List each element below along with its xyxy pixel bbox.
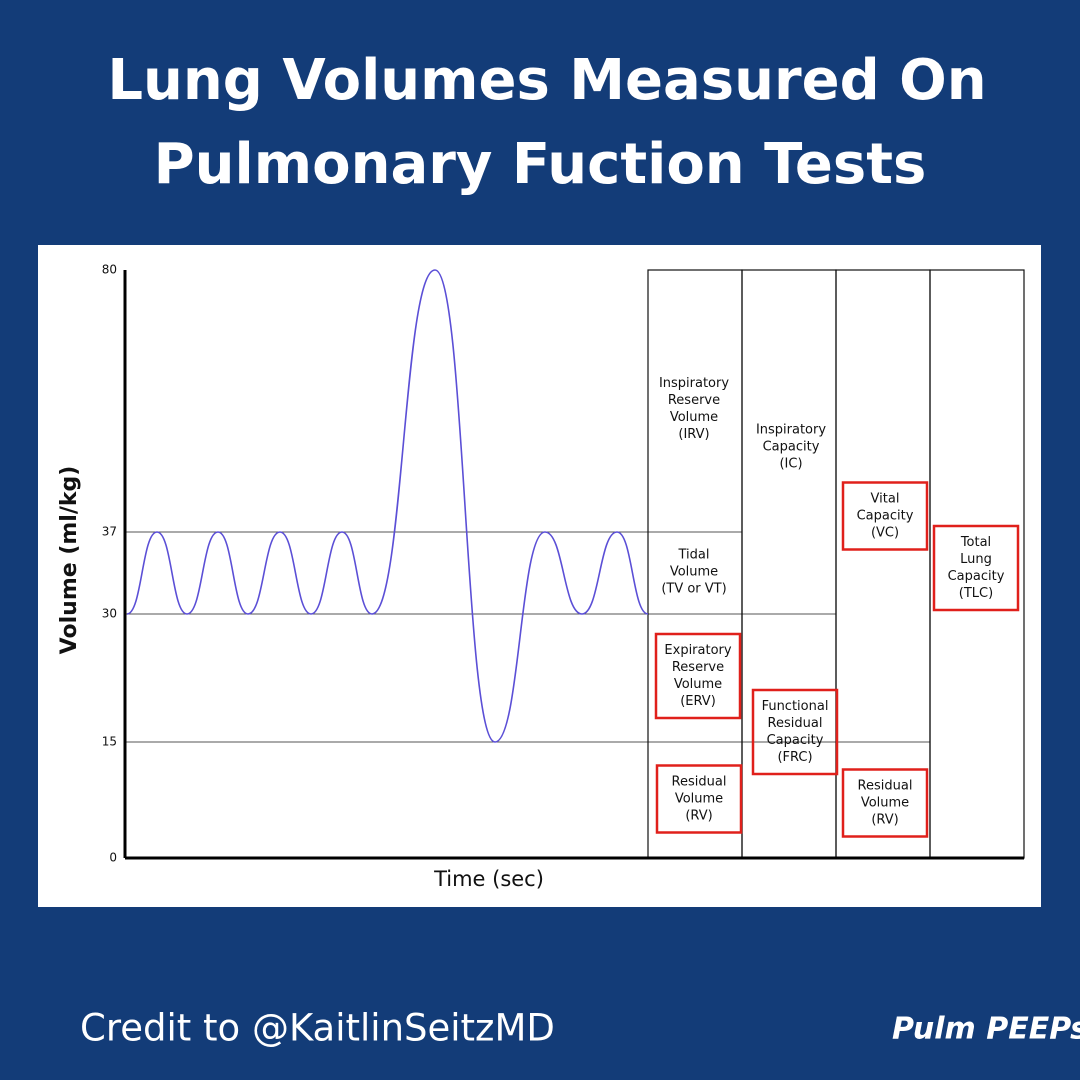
title-line: Pulmonary Fuction Tests xyxy=(154,132,927,197)
logo: Pulm PEEPs xyxy=(892,1012,1080,1047)
annotation-text: (FRC) xyxy=(777,750,812,765)
y-tick-label: 37 xyxy=(102,525,117,539)
annotation-text: Volume xyxy=(670,410,718,425)
annotation-text: (VC) xyxy=(871,526,899,541)
annotation-text: Functional xyxy=(762,699,829,714)
y-tick-label: 15 xyxy=(102,735,117,749)
annotation-text: Reserve xyxy=(672,660,724,675)
annotation-text: (IRV) xyxy=(678,427,709,442)
annotation-text: (ERV) xyxy=(680,694,716,709)
annotation-text: Reserve xyxy=(668,393,720,408)
annotation-box xyxy=(841,481,929,551)
annotation-text: Tidal xyxy=(678,548,710,563)
annotation-text: Total xyxy=(960,535,991,550)
annotation-box xyxy=(932,524,1020,612)
annotation-text: Inspiratory xyxy=(659,376,729,391)
annotation-text: Residual xyxy=(768,716,823,731)
annotation-text: Capacity xyxy=(948,569,1005,584)
annotation-text: Capacity xyxy=(763,440,820,455)
annotation-text: Residual xyxy=(858,779,913,794)
y-axis-label: Volume (ml/kg) xyxy=(57,466,82,655)
volume-line xyxy=(126,269,649,743)
annotation-text: Volume xyxy=(674,677,722,692)
annotation-text: Vital xyxy=(871,492,900,507)
annotation-box xyxy=(655,764,743,834)
annotation-text: (RV) xyxy=(871,813,898,828)
annotation-text: Residual xyxy=(672,775,727,790)
annotation-text: Capacity xyxy=(767,733,824,748)
y-tick-label: 0 xyxy=(109,851,117,865)
annotation-text: Capacity xyxy=(857,509,914,524)
annotation-box xyxy=(841,768,929,838)
chart: 0 15 30 37 80 Volume (ml/kg) Time (sec) Inspira… xyxy=(57,263,1025,891)
x-axis-label: Time (sec) xyxy=(433,867,544,891)
annotation-text: Expiratory xyxy=(664,643,731,658)
credit: Credit to @KaitlinSeitzMD xyxy=(80,1007,555,1050)
annotation-text: Lung xyxy=(960,552,992,567)
y-tick-label: 80 xyxy=(102,263,117,277)
annotation-box xyxy=(654,632,742,720)
y-tick-label: 30 xyxy=(102,607,117,621)
chart-panel xyxy=(38,245,1041,907)
annotation-text: Volume xyxy=(861,796,909,811)
annotation-text: (IC) xyxy=(779,457,802,472)
annotation-text: (TLC) xyxy=(959,586,993,601)
annotation-text: Inspiratory xyxy=(756,423,826,438)
annotation-text: Volume xyxy=(670,565,718,580)
annotation-text: (TV or VT) xyxy=(661,582,726,597)
annotation-box xyxy=(751,688,839,776)
annotation-text: (RV) xyxy=(685,809,712,824)
title-line: Lung Volumes Measured On xyxy=(107,48,986,113)
annotation-text: Volume xyxy=(675,792,723,807)
